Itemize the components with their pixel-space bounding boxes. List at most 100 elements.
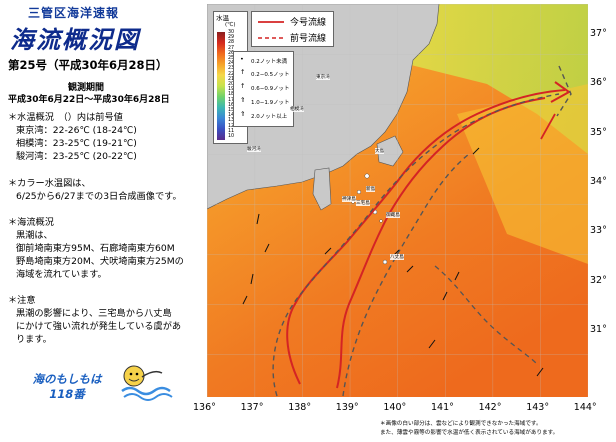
place-label: 駿河湾 <box>247 146 261 152</box>
motto-number: 118番 <box>49 387 85 401</box>
org-name: 三管区海洋速報 <box>28 6 120 20</box>
speed-label: 2.0ノット以上 <box>251 114 288 120</box>
lon-tick-label: 141° <box>431 402 454 413</box>
current-path-prev-inner <box>342 153 470 397</box>
current-line-legend: 今号流線 前号流線 <box>251 11 334 47</box>
legend-tick-label: 26 <box>228 50 235 56</box>
legend-tick-label: 19 <box>228 87 235 93</box>
place-label: 八丈島 <box>390 254 404 260</box>
legend-tick-label: 14 <box>228 113 235 119</box>
image-line: ＊カラー水温図は、 <box>8 178 91 189</box>
lat-tick-label: 33° <box>590 225 607 237</box>
temp-row: 駿河湾：23-25℃ (20-22℃) <box>16 151 137 162</box>
caution-line: にかけて強い流れが発生している虞があ <box>16 321 182 332</box>
lon-tick-label: 139° <box>335 402 359 413</box>
info-panel: 三管区海洋速報 海流概況図 第25号（平成30年6月28日） 観測期間 平成30… <box>0 0 205 442</box>
caution-head: ＊注意 <box>8 295 36 306</box>
current-line: 黒潮は、 <box>16 230 53 241</box>
lon-tick-label: 142° <box>478 402 502 413</box>
legend-tick-label: 28 <box>228 40 235 46</box>
current-path-prev <box>272 93 560 397</box>
legend-tick-label: 29 <box>228 35 235 41</box>
temp-section: ＊水温概況 （）内は前号値 東京湾：22-26℃ (18-24℃) 相模湾：23… <box>8 111 137 163</box>
speed-legend: • 0.2ノット未満 ↑ 0.2−0.5ノット ↑ 0.6−0.9ノット ⇑ 1… <box>233 51 294 127</box>
lon-tick-label: 138° <box>288 402 312 413</box>
speed-arrow-icon: ⇑ <box>240 110 246 118</box>
image-line: 6/25から6/27までの3日合成画像です。 <box>16 191 182 202</box>
lon-tick-label: 137° <box>240 402 264 413</box>
place-label: 新島 <box>366 186 376 192</box>
lon-tick-label: 136° <box>193 402 216 413</box>
footnote: ＊画像の白い部分は、雲などにより観測できなかった海域です。 <box>380 421 542 427</box>
legend-tick-label: 16 <box>228 102 235 108</box>
issue-number: 第25号（平成30年6月28日） <box>8 58 168 72</box>
temp-row: 相模湾：23-25℃ (19-21℃) <box>16 138 137 149</box>
current-arrowhead <box>550 81 571 103</box>
speed-arrow-icon: ↑ <box>240 68 246 76</box>
page-title: 海流概況図 <box>10 26 140 54</box>
lat-tick-label: 37° <box>590 28 607 39</box>
speed-label: 0.2ノット未満 <box>251 59 288 65</box>
legend-tick-label: 22 <box>228 71 235 77</box>
speed-label: 0.2−0.5ノット <box>251 72 290 78</box>
speed-label: 1.0−1.9ノット <box>251 100 290 106</box>
swimmer-mascot-icon <box>121 365 173 401</box>
current-head: ＊海流概況 <box>8 217 54 228</box>
legend-tick-label: 10 <box>228 134 235 139</box>
image-section: ＊カラー水温図は、 6/25から6/27までの3日合成画像です。 <box>8 177 182 203</box>
lat-tick-label: 31° <box>590 323 607 335</box>
current-path-prev-east <box>556 65 572 117</box>
place-label: 神津島 <box>342 196 356 202</box>
legend-tick-label: 13 <box>228 118 235 124</box>
speed-arrow-icon: ⇑ <box>240 96 246 104</box>
place-label: 東京湾 <box>316 74 330 80</box>
lat-tick-label: 36° <box>590 77 607 89</box>
legend-tick-label: 18 <box>228 92 235 98</box>
obs-period-label: 観測期間 <box>68 83 105 93</box>
speed-dot-icon: • <box>240 55 244 63</box>
temp-row: 東京湾：22-26℃ (18-24℃) <box>16 125 137 136</box>
legend-tick-label: 23 <box>228 66 235 72</box>
legend-tick-label: 15 <box>228 108 235 113</box>
caution-line: ります。 <box>16 334 52 345</box>
footnote: また、薄雲や霧等の影響で水温が低く表示されている海域があります。 <box>380 430 559 436</box>
legend-tick-label: 27 <box>228 45 235 51</box>
speed-arrow-icon: ↑ <box>240 82 246 90</box>
current-line: 海域を流れています。 <box>16 269 107 280</box>
legend-tick-label: 24 <box>228 61 235 67</box>
legend-tick-label: 20 <box>228 82 235 87</box>
current-path-prev-south <box>434 265 538 365</box>
current-speed-arrows <box>242 147 544 377</box>
place-label: 大島 <box>375 148 385 154</box>
caution-section: ＊注意 黒潮の影響により、三宅島から八丈島 にかけて強い流れが発生している虞があ… <box>8 294 181 346</box>
current-line: 御前埼南東方95M、石廊埼南東方60M <box>16 243 175 254</box>
temp-head: ＊水温概況 （）内は前号値 <box>8 112 123 123</box>
color-scale-bar <box>217 32 225 140</box>
legend-title: 水温 <box>216 14 229 22</box>
legend-tick-label: 25 <box>228 56 235 61</box>
caution-line: 黒潮の影響により、三宅島から八丈島 <box>16 308 172 319</box>
current-line: 野島埼南東方20M、犬吠埼南東方25Mの <box>16 256 184 267</box>
lon-tick-label: 140° <box>383 402 407 413</box>
emergency-motto: 海のもしもは 118番 <box>17 372 117 402</box>
lat-tick-label: 34° <box>590 175 607 187</box>
current-path-now <box>286 89 566 385</box>
lon-tick-label: 143° <box>526 402 550 413</box>
motto-line: 海のもしもは <box>32 372 102 386</box>
speed-label: 0.6−0.9ノット <box>251 86 290 92</box>
lat-tick-label: 35° <box>590 126 607 138</box>
lon-tick-label: 144° <box>573 402 597 413</box>
legend-tick-label: 30 <box>228 30 235 35</box>
current-section: ＊海流概況 黒潮は、 御前埼南東方95M、石廊埼南東方60M 野島埼南東方20M… <box>8 216 184 281</box>
legend-tick-label: 17 <box>228 97 235 103</box>
place-label: 相模湾 <box>290 106 304 112</box>
place-label: 御蔵島 <box>386 212 400 218</box>
place-label: 三宅島 <box>356 200 370 206</box>
legend-tick-label: 21 <box>228 76 235 82</box>
legend-prev-label: 前号流線 <box>290 34 327 44</box>
legend-tick-label: 12 <box>228 123 235 129</box>
current-branch <box>540 113 556 140</box>
lat-tick-label: 32° <box>590 274 607 286</box>
legend-unit: (℃) <box>225 22 236 28</box>
legend-now-label: 今号流線 <box>290 18 327 28</box>
